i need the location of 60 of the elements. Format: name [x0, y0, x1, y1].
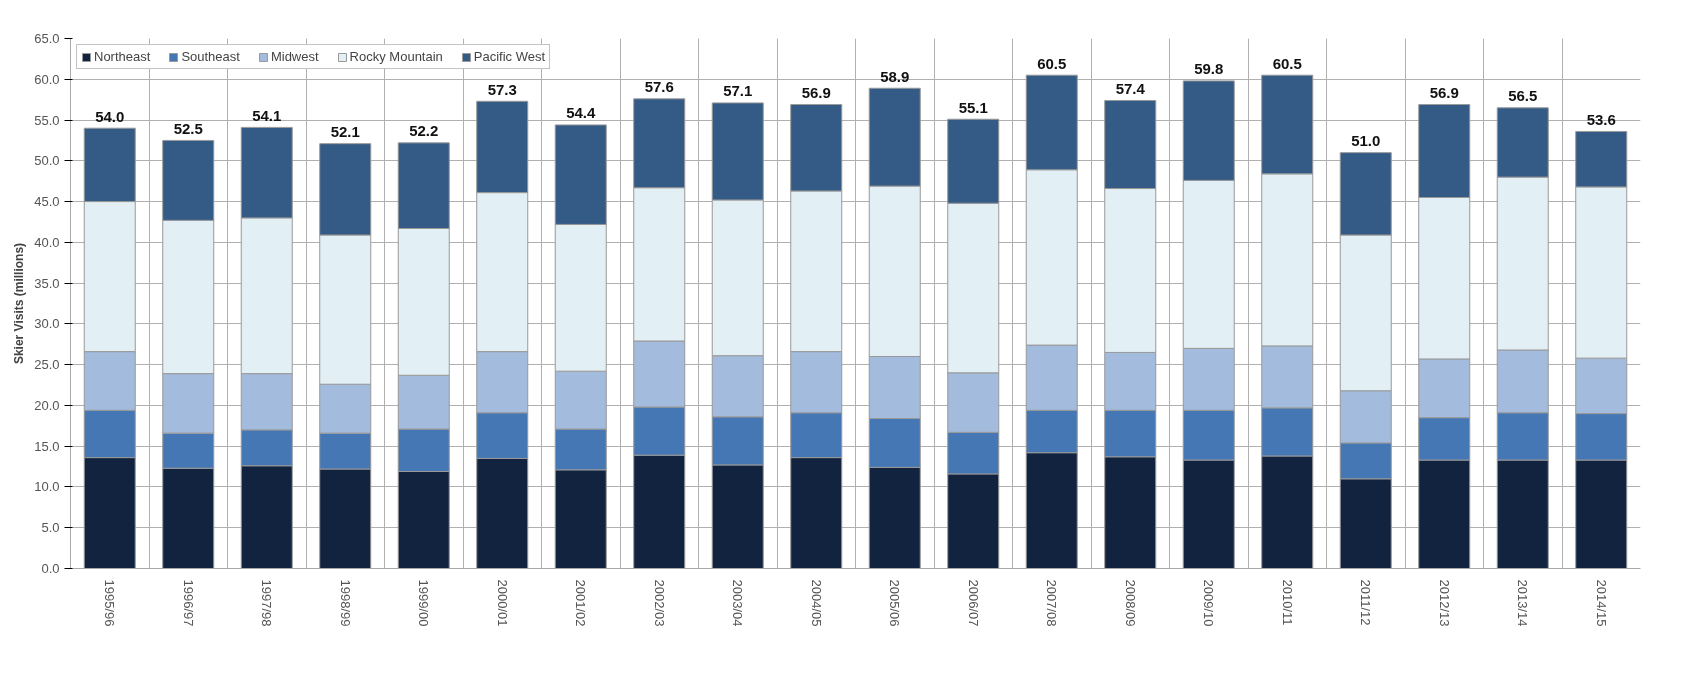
x-tick-label: 1996/97 [180, 579, 196, 627]
total-label: 60.5 [1272, 54, 1302, 72]
y-tick-label: 45.0 [34, 194, 60, 210]
y-tick-label: 35.0 [34, 275, 60, 291]
total-label: 51.0 [1351, 132, 1381, 150]
y-axis-title: Skier Visits (millions) [12, 242, 27, 365]
x-tick-label: 2010/11 [1279, 579, 1295, 626]
total-label: 54.0 [95, 107, 125, 125]
x-tick-label: 2003/04 [730, 579, 746, 627]
x-tick-label: 1998/99 [337, 579, 353, 627]
y-tick-label: 55.0 [34, 112, 60, 128]
total-label: 52.5 [173, 119, 203, 137]
x-tick-label: 2009/10 [1201, 579, 1217, 627]
y-tick-label: 50.0 [34, 153, 60, 169]
x-tick-label: 2004/05 [808, 579, 824, 627]
legend-label: Southeast [181, 49, 240, 64]
y-tick-label: 20.0 [34, 397, 60, 413]
y-tick-label: 30.0 [34, 316, 60, 332]
x-tick-label: 2008/09 [1122, 579, 1138, 627]
x-tick-label: 2002/03 [651, 579, 667, 627]
x-tick-label: 2007/08 [1044, 579, 1060, 627]
y-tick-label: 0.0 [41, 561, 60, 576]
total-label: 56.9 [1429, 84, 1459, 102]
x-tick-label: 2014/15 [1593, 579, 1609, 627]
total-label: 60.5 [1037, 54, 1067, 72]
y-tick-label: 25.0 [34, 357, 60, 373]
x-tick-label: 2006/07 [965, 579, 981, 627]
x-tick-label: 1999/00 [416, 579, 432, 627]
total-label: 55.1 [958, 98, 988, 116]
legend-label: Pacific West [473, 49, 546, 64]
total-label: 54.1 [252, 106, 282, 124]
x-tick-label: 2001/02 [573, 579, 589, 627]
x-tick-label: 1997/98 [259, 579, 275, 627]
legend-label: Northeast [94, 49, 151, 64]
x-tick-label: 2012/13 [1436, 579, 1452, 627]
y-tick-label: 5.0 [41, 520, 60, 536]
x-tick-label: 2013/14 [1515, 579, 1531, 627]
x-tick-label: 2011/12 [1358, 579, 1374, 626]
x-tick-label: 1995/96 [102, 579, 118, 627]
legend-label: Midwest [270, 49, 319, 64]
total-label: 57.6 [644, 78, 674, 96]
legend-label: Rocky Mountain [349, 49, 443, 64]
total-label: 58.9 [880, 67, 910, 85]
y-tick-label: 60.0 [34, 71, 60, 87]
y-tick-label: 40.0 [34, 234, 60, 250]
x-tick-label: 2005/06 [887, 579, 903, 627]
total-label: 57.4 [1115, 79, 1146, 97]
total-label: 56.5 [1508, 87, 1538, 105]
y-tick-label: 65.0 [34, 31, 60, 46]
total-label: 54.4 [566, 104, 596, 122]
y-tick-label: 10.0 [34, 479, 60, 495]
total-label: 59.8 [1194, 60, 1224, 78]
total-label: 52.2 [409, 122, 439, 140]
total-label: 56.9 [801, 84, 831, 102]
total-label: 53.6 [1586, 110, 1616, 128]
total-label: 57.1 [723, 82, 753, 100]
y-tick-label: 15.0 [34, 438, 60, 454]
total-label: 52.1 [330, 123, 360, 141]
x-tick-label: 2000/01 [494, 579, 510, 627]
total-label: 57.3 [487, 80, 517, 98]
